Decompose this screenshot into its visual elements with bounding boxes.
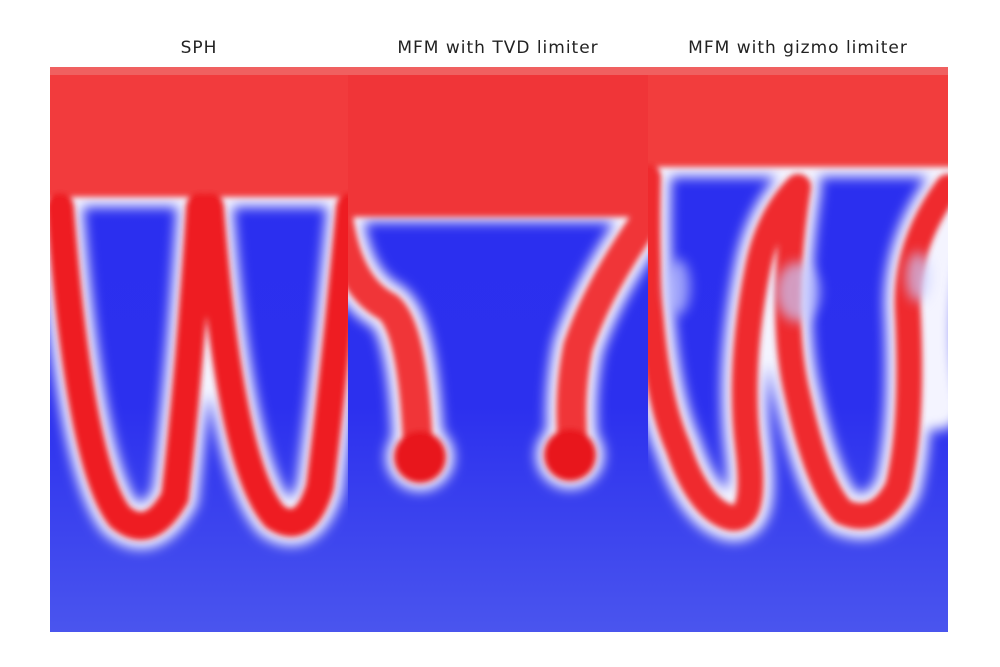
panel-gizmo <box>648 67 948 632</box>
panel-title: SPH <box>181 38 218 58</box>
panel-title: MFM with TVD limiter <box>397 38 598 58</box>
panel-title: MFM with gizmo limiter <box>688 38 908 58</box>
panel-tvd <box>348 67 648 632</box>
panel-sph <box>50 67 348 632</box>
